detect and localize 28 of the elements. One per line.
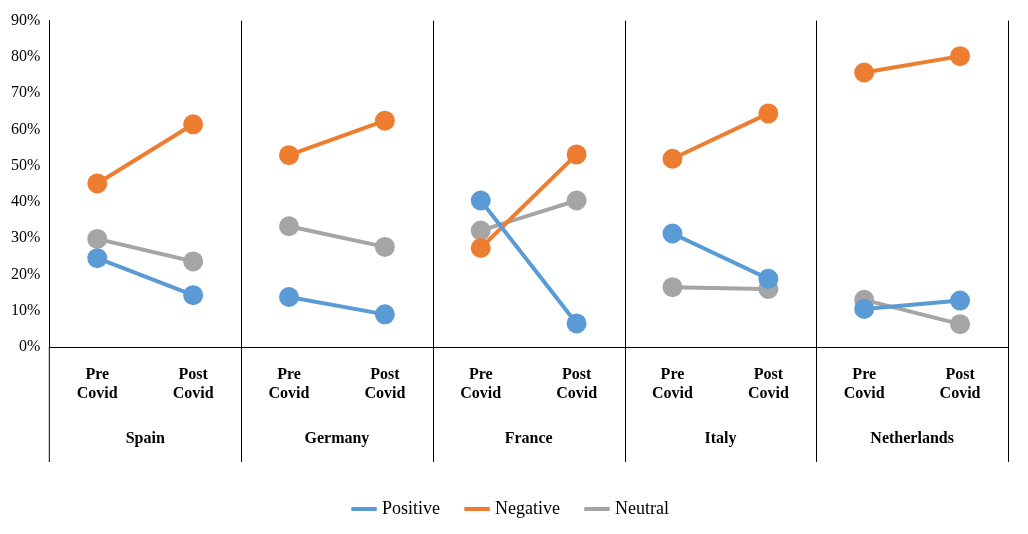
y-tick-label: 30% — [11, 228, 41, 246]
text: Italy — [704, 429, 737, 448]
legend-label: Neutral — [615, 497, 669, 518]
text: Germany — [304, 429, 370, 448]
x-tick-label: Pre Covid — [460, 364, 502, 401]
y-tick-label: 60% — [11, 119, 41, 137]
y-tick-label: 70% — [11, 83, 41, 101]
x-tick-label: Post Covid — [556, 364, 598, 401]
y-tick-label: 40% — [11, 192, 41, 210]
legend-label: Negative — [495, 497, 561, 518]
x-tick-label: Post Covid — [172, 364, 214, 401]
text: Spain — [125, 429, 165, 448]
text: Netherlands — [870, 429, 954, 447]
y-tick-label: 50% — [11, 155, 41, 173]
x-tick-label: Pre Covid — [268, 364, 310, 401]
y-tick-label: 10% — [11, 300, 41, 318]
legend-label: Positive — [382, 497, 441, 518]
x-tick-label: Pre Covid — [76, 364, 118, 401]
y-tick-label: 80% — [11, 47, 41, 65]
text: France — [504, 429, 553, 447]
x-tick-label: Post Covid — [747, 364, 789, 401]
x-tick-label: Pre Covid — [652, 364, 694, 401]
y-tick-label: 0% — [19, 337, 41, 355]
y-tick-label: 90% — [11, 10, 41, 28]
y-tick-label: 20% — [11, 264, 41, 282]
x-tick-label: Post Covid — [939, 364, 981, 401]
x-tick-label: Pre Covid — [843, 364, 885, 401]
x-tick-label: Post Covid — [364, 364, 406, 401]
